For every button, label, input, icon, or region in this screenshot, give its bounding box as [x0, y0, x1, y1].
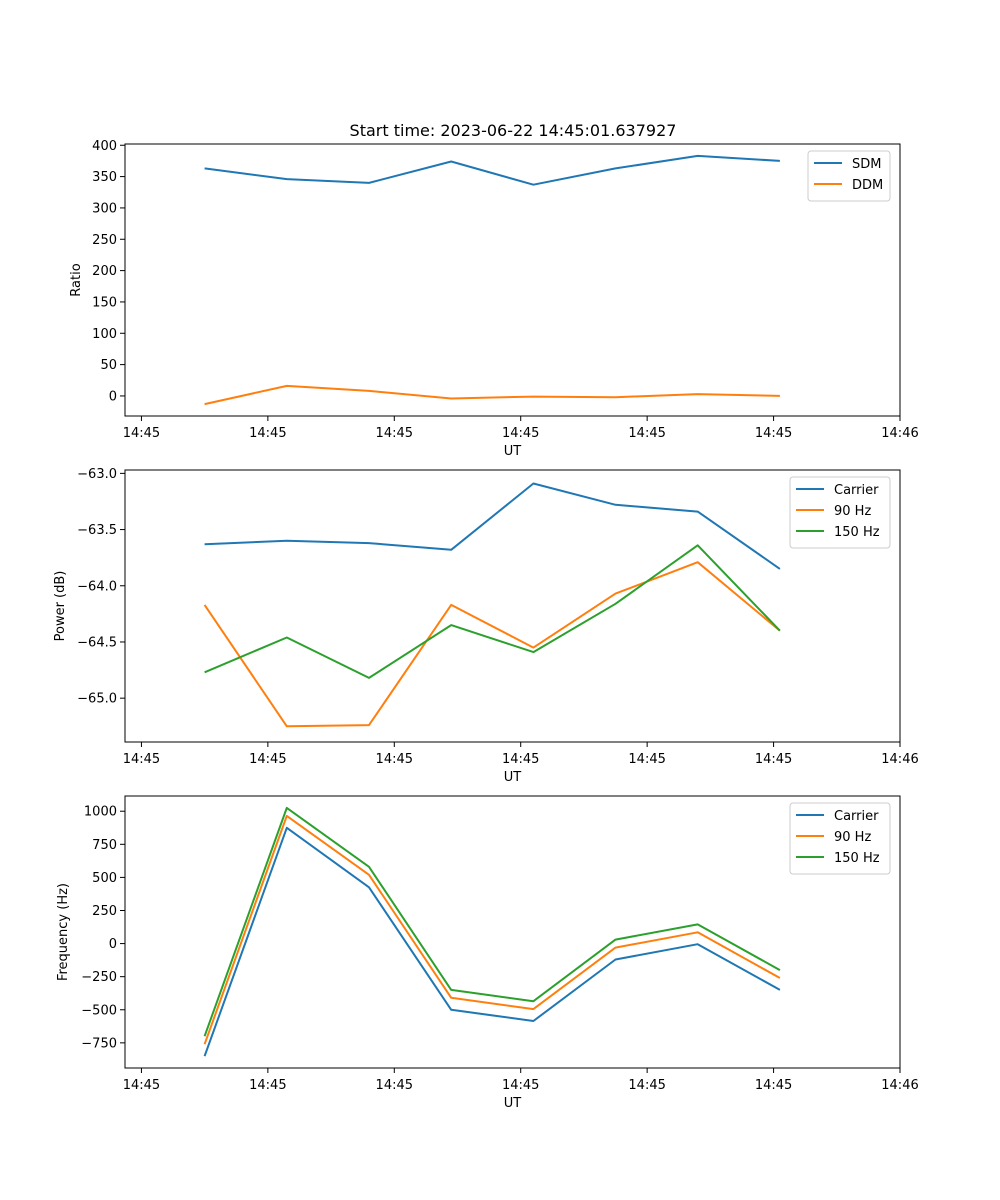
y-tick-label: 300 — [92, 201, 117, 216]
series-line-carrier — [203, 826, 781, 1057]
axes-frame — [124, 143, 901, 417]
x-tick-label: 14:45 — [249, 1078, 286, 1093]
x-tick-label: 14:45 — [376, 752, 413, 767]
x-axis-label: UT — [504, 770, 522, 785]
y-tick-label: −750 — [81, 1036, 117, 1051]
x-tick-label: 14:45 — [123, 752, 160, 767]
x-tick-label: 14:45 — [502, 426, 539, 441]
x-tick-label: 14:45 — [502, 752, 539, 767]
legend-label: Carrier — [834, 483, 879, 498]
series-line-ddm — [204, 384, 780, 406]
y-tick-label: −500 — [81, 1003, 117, 1018]
x-tick-label: 14:45 — [755, 426, 792, 441]
y-tick-label: 250 — [92, 233, 117, 248]
y-tick-label: −65.0 — [77, 692, 117, 707]
y-tick-label: −64.0 — [77, 579, 117, 594]
y-tick-label: 50 — [100, 358, 117, 373]
y-tick-label: −64.5 — [77, 635, 117, 650]
series-line-sdm — [204, 154, 780, 186]
legend: SDM DDM — [807, 150, 891, 202]
plots-container: 14:45 14:45 14:45 14:45 14:45 14:45 14:46 0 50 10… — [53, 139, 919, 1111]
y-tick-label: −63.0 — [77, 467, 117, 482]
x-tick-label: 14:45 — [628, 426, 665, 441]
series-line-150-hz — [203, 806, 781, 1037]
y-axis-label: Frequency (Hz) — [56, 883, 71, 981]
legend-label: 150 Hz — [834, 851, 880, 866]
legend-label: 150 Hz — [834, 525, 880, 540]
legend-label: 90 Hz — [834, 504, 871, 519]
series-line-90-hz — [203, 814, 781, 1045]
y-tick-label: 200 — [92, 264, 117, 279]
series-line-150-hz — [204, 544, 781, 679]
x-tick-label: 14:46 — [881, 752, 918, 767]
legend-label: SDM — [852, 157, 881, 172]
x-tick-label: 14:45 — [123, 1078, 160, 1093]
y-tick-label: −63.5 — [77, 523, 117, 538]
y-axis-label: Power (dB) — [53, 571, 68, 642]
x-tick-label: 14:45 — [123, 426, 160, 441]
y-tick-label: 250 — [92, 904, 117, 919]
y-tick-label: −250 — [81, 970, 117, 985]
subplot-1: 14:45 14:45 14:45 14:45 14:45 14:45 14:46 0 50 10… — [69, 139, 919, 459]
y-tick-label: 0 — [109, 937, 117, 952]
subplot-3: 14:45 14:45 14:45 14:45 14:45 14:45 14:46 −750 −… — [56, 795, 919, 1111]
y-tick-label: 750 — [92, 838, 117, 853]
y-axis-label: Ratio — [69, 263, 84, 296]
axes-frame — [124, 469, 901, 743]
legend: Carrier 90 Hz 150 Hz — [789, 802, 891, 875]
x-axis-label: UT — [504, 444, 522, 459]
x-tick-label: 14:46 — [881, 426, 918, 441]
series-line-carrier — [204, 482, 781, 570]
x-tick-label: 14:45 — [628, 1078, 665, 1093]
x-tick-label: 14:45 — [755, 1078, 792, 1093]
x-tick-label: 14:45 — [249, 752, 286, 767]
x-tick-label: 14:45 — [628, 752, 665, 767]
y-tick-label: 350 — [92, 170, 117, 185]
x-tick-label: 14:45 — [502, 1078, 539, 1093]
y-tick-label: 0 — [109, 389, 117, 404]
y-tick-label: 400 — [92, 139, 117, 154]
x-tick-label: 14:45 — [249, 426, 286, 441]
x-axis-label: UT — [504, 1096, 522, 1111]
axes-frame — [124, 795, 901, 1069]
y-tick-label: 100 — [92, 327, 117, 342]
series-line-90-hz — [203, 561, 781, 728]
subplot-2: 14:45 14:45 14:45 14:45 14:45 14:45 14:46 −65.0… — [53, 467, 919, 785]
y-tick-label: 150 — [92, 295, 117, 310]
figure-title: Start time: 2023-06-22 14:45:01.637927 — [350, 121, 677, 140]
legend-label: 90 Hz — [834, 830, 871, 845]
legend-label: DDM — [852, 178, 883, 193]
legend: Carrier 90 Hz 150 Hz — [789, 476, 891, 549]
x-tick-label: 14:45 — [376, 1078, 413, 1093]
legend-label: Carrier — [834, 809, 879, 824]
y-tick-label: 500 — [92, 871, 117, 886]
x-tick-label: 14:45 — [376, 426, 413, 441]
x-tick-label: 14:46 — [881, 1078, 918, 1093]
x-tick-label: 14:45 — [755, 752, 792, 767]
y-tick-label: 1000 — [84, 805, 117, 820]
